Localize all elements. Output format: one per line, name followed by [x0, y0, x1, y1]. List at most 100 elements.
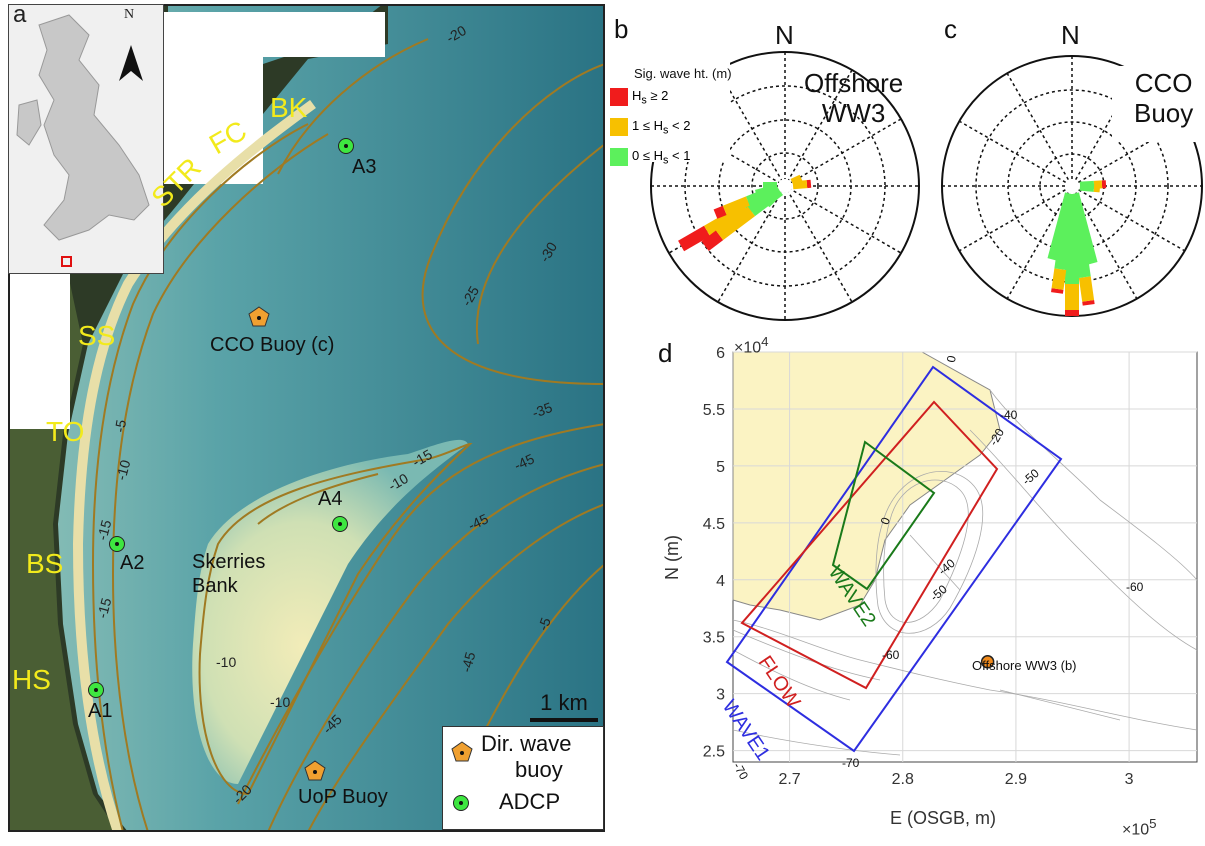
y-tick-label: 4: [716, 573, 725, 590]
rose-ring: [751, 152, 819, 220]
wave-rose-b-svg: [610, 51, 920, 321]
coast-label-hs: HS: [12, 664, 51, 695]
panel-b-letter: b: [614, 14, 629, 44]
legend-buoy-icon: [451, 741, 473, 762]
inset-location-box: [61, 256, 72, 267]
y-tick-label: 3.5: [703, 630, 725, 647]
petal-red: [1065, 310, 1079, 316]
inset-map: a N: [8, 1, 164, 274]
inset-map-svg: [9, 5, 163, 273]
domain-wave1: [725, 365, 1063, 753]
adcp-label-a3: A3: [352, 156, 377, 178]
adcp-marker-a1: [88, 682, 104, 698]
x-exponent-label: ×105: [1122, 816, 1157, 839]
wave-rose-c-svg: [941, 55, 1205, 317]
panel-c-title: CCO Buoy: [1134, 68, 1193, 128]
domain-flow: [740, 400, 999, 690]
legend-buoy-line2: buoy: [515, 757, 563, 782]
y-tick-label: 5.5: [703, 402, 725, 419]
y-tick-label: 4.5: [703, 516, 725, 533]
y-tick-label: 6: [716, 345, 725, 362]
panel-a-map: a N BK FC STR SS TO BS HS A3 A4 A2 A1 CC…: [8, 1, 606, 834]
y-exponent-label: ×104: [734, 334, 769, 357]
legend-buoy-text: Dir. wave buoy: [481, 731, 571, 783]
data-points: [980, 655, 995, 669]
adcp-label-a4: A4: [318, 488, 343, 510]
domain-map-svg: 2.7 2.8 2.9 3 2.5 3 3.5 4 4.5 5 5.5 6: [703, 345, 1198, 788]
feature-label-line2: Bank: [192, 575, 238, 597]
x-tick-label: 2.7: [778, 771, 800, 788]
rose-legend-title: Sig. wave ht. (m): [634, 66, 732, 81]
petal-red: [713, 205, 727, 219]
panel-b-title-line1: Offshore: [804, 68, 904, 98]
skerries-bank: [192, 439, 468, 784]
panel-b-title-line2: WW3: [821, 98, 886, 128]
coast-label-to: TO: [46, 416, 85, 447]
compass-n-label: N: [124, 7, 135, 22]
nodata-block: [163, 54, 263, 184]
petal-red: [701, 230, 724, 251]
domain-wave2: [831, 440, 936, 591]
contour-label: -40: [1000, 408, 1018, 422]
buoy-marker-cco: [248, 306, 270, 327]
contour-lines: [91, 38, 606, 833]
petal-yellow: [1078, 276, 1095, 302]
petal-green: [763, 182, 777, 190]
rose-petals: [1047, 180, 1107, 316]
adcp-marker-a3: [338, 138, 354, 154]
panel-c-wave-rose: c N CCO Buoy: [930, 4, 1205, 326]
petal-green: [1079, 182, 1095, 192]
scale-bar-label: 1 km: [540, 690, 588, 715]
y-tick-label: 5: [716, 459, 725, 476]
x-tick-label: 2.9: [1005, 771, 1027, 788]
land-area: [732, 351, 1001, 621]
petal-yellow: [1093, 183, 1101, 193]
legend-item-mid: 1 ≤ Hs < 2: [632, 118, 691, 137]
contour-label: -5: [111, 418, 130, 434]
petal-yellow: [1051, 268, 1067, 290]
model-domains: [725, 365, 1063, 753]
petal-yellow: [1065, 284, 1079, 310]
nodata-block: [8, 274, 70, 429]
buoy-marker-uop: [304, 760, 326, 781]
ww3-point-label: Offshore WW3 (b): [972, 658, 1077, 673]
y-tick-label: 2.5: [703, 744, 725, 761]
legend-swatch-yellow: [610, 118, 628, 136]
panel-a-letter: a: [13, 1, 27, 28]
rose-petals: [678, 174, 812, 252]
map-frame: [8, 4, 605, 832]
x-tick-label: 3: [1125, 771, 1134, 788]
legend-swatch-green: [610, 148, 628, 166]
adcp-label-a2: A2: [120, 552, 145, 574]
petal-red: [678, 225, 711, 252]
petal-yellow: [722, 196, 750, 215]
coast-label-bs: BS: [26, 548, 64, 579]
petal-red: [1082, 300, 1095, 306]
adcp-label-a1: A1: [88, 700, 113, 722]
petal-green: [763, 188, 783, 208]
petal-red: [1051, 288, 1064, 294]
nodata-block: [163, 12, 385, 57]
panel-d-letter: d: [658, 338, 673, 368]
axis-ticks: 2.7 2.8 2.9 3 2.5 3 3.5 4 4.5 5 5.5 6: [703, 345, 1134, 788]
petal-red: [1101, 180, 1107, 189]
coast-label-bk: BK: [270, 92, 308, 123]
panel-c-title-line1: CCO: [1134, 68, 1193, 98]
petal-yellow: [704, 203, 750, 237]
petal-green: [1069, 192, 1098, 265]
panel-b-wave-rose: b N Offshore WW3 Sig. wave ht. (m) Hs ≥ …: [610, 4, 930, 326]
buoy-label-uop: UoP Buoy: [298, 786, 388, 808]
y-axis-label: N (m): [662, 535, 682, 580]
petal-red: [806, 179, 812, 189]
feature-label-skerries: Skerries Bank: [192, 550, 265, 598]
ww3-point-marker: [980, 655, 995, 669]
grid-lines: [733, 351, 1197, 762]
panel-d-domain-map: 2.7 2.8 2.9 3 2.5 3 3.5 4 4.5 5 5.5 6 d ×104 ×105 E…: [658, 330, 1205, 841]
beach: [72, 99, 316, 834]
legend-item-high: Hs ≥ 2: [632, 88, 669, 107]
scale-bar: 1 km: [528, 690, 600, 724]
feature-label-line1: Skerries: [192, 551, 266, 573]
petal-green: [1047, 192, 1075, 261]
panel-c-north-label: N: [1061, 20, 1080, 50]
contour-label: -10: [216, 654, 237, 670]
